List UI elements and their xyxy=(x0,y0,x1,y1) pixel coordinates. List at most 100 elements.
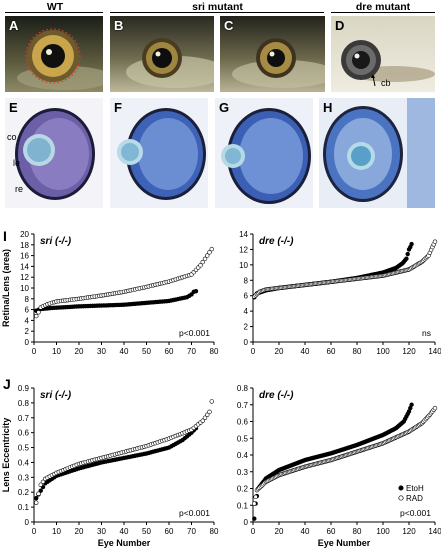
chart1-rad-point xyxy=(198,263,203,268)
chart4-x-tick-label: 20 xyxy=(275,527,284,536)
chart2-x-tick-label: 80 xyxy=(353,347,362,356)
dre-eye-image xyxy=(341,40,435,87)
header-wt: WT xyxy=(46,1,64,13)
chart2-y-tick-label: 0 xyxy=(244,338,249,347)
chart4-y-tick-label: 0.2 xyxy=(237,485,249,494)
chart4-y-tick-label: 0.7 xyxy=(237,401,249,410)
chart1-y-tick-label: 4 xyxy=(25,316,30,325)
chart2-x-tick-label: 100 xyxy=(376,347,390,356)
panel-label-a: A xyxy=(9,18,19,33)
chart3-y-tick-label: 0.5 xyxy=(18,444,30,453)
dre-section-image xyxy=(323,98,435,208)
chart3-y-tick-label: 0.6 xyxy=(18,429,30,438)
photo-dre: D cb xyxy=(331,16,435,92)
chart1-x-tick-label: 0 xyxy=(32,347,37,356)
chart4-y-tick-label: 0.6 xyxy=(237,418,249,427)
chart1-y-tick-label: 12 xyxy=(20,273,29,282)
chart3-y-tick-label: 0.1 xyxy=(18,503,30,512)
chart2-x-tick-label: 20 xyxy=(275,347,284,356)
chart3-rad-point xyxy=(205,412,210,418)
sri-section-image-1 xyxy=(117,108,206,200)
chart3-rad-point xyxy=(34,500,39,505)
chart4-y-tick-label: 0.5 xyxy=(237,434,249,443)
panel-label-f: F xyxy=(114,100,122,115)
legend-marker-rad xyxy=(398,495,404,501)
chart4-y-tick-label: 0 xyxy=(244,518,249,527)
chart1-x-tick-label: 60 xyxy=(165,347,174,356)
chart1-y-tick-label: 20 xyxy=(20,230,29,239)
chart1-rad-point xyxy=(202,256,208,262)
chart4-rad-point xyxy=(432,405,438,411)
histology-dre: H xyxy=(319,98,435,208)
chart1-y-tick-label: 14 xyxy=(20,262,29,271)
panel-label-c: C xyxy=(224,18,234,33)
chart4-annotation: p<0.001 xyxy=(400,508,431,518)
legend-marker-etoh xyxy=(398,485,404,491)
legend-label-rad: RAD xyxy=(406,494,423,503)
chart3-y-label: Lens Eccentricity xyxy=(1,418,11,493)
chart4-etoh-point xyxy=(409,402,414,407)
annotation-le: le xyxy=(13,158,21,168)
header-wt-line xyxy=(5,12,103,13)
chart1-y-tick-label: 2 xyxy=(25,327,30,336)
header-dre-line xyxy=(331,12,435,13)
header-sri: sri mutant xyxy=(192,1,243,13)
chart1-y-tick-label: 8 xyxy=(25,295,30,304)
chart2-rad-point xyxy=(432,239,438,244)
chart3-rad-point xyxy=(38,482,43,487)
chart2-etoh-point xyxy=(405,251,410,257)
chart2-annotation: ns xyxy=(422,328,431,338)
histology-wt: E co le re xyxy=(5,98,103,208)
chart3-rad-point xyxy=(207,409,212,415)
panel-label-i: I xyxy=(3,228,7,244)
chart3-x-tick-label: 0 xyxy=(32,527,37,536)
legend-label-etoh: EtoH xyxy=(406,484,424,493)
chart3-x-tick-label: 70 xyxy=(187,527,196,536)
chart3-x-label: Eye Number xyxy=(98,538,151,548)
photo-wt: A xyxy=(5,16,103,92)
chart2-y-tick-label: 10 xyxy=(239,261,248,270)
chart3-etoh-point xyxy=(34,495,39,501)
annotation-re: re xyxy=(15,184,24,194)
chart3-rad-point xyxy=(202,415,208,420)
annotation-cb: cb xyxy=(381,78,391,88)
chart3-x-tick-label: 50 xyxy=(142,527,151,536)
chart1-y-tick-label: 10 xyxy=(20,284,29,293)
chart4-etoh-point xyxy=(252,516,257,521)
chart3-etoh-point xyxy=(38,488,43,493)
chart4-x-label: Eye Number xyxy=(318,538,371,548)
chart1-etoh-point xyxy=(193,289,199,294)
chart1-y-tick-label: 18 xyxy=(20,241,29,250)
chart2-y-tick-label: 4 xyxy=(244,307,249,316)
chart1-rad-point xyxy=(200,259,205,265)
chart1-x-tick-label: 70 xyxy=(187,347,196,356)
chart1-rad-point xyxy=(209,246,214,252)
chart1-x-tick-label: 30 xyxy=(97,347,106,356)
chart1-rad-point xyxy=(207,250,212,255)
photo-sri-1: B xyxy=(110,16,214,92)
chart3-rad-point xyxy=(200,418,205,423)
panel-label-e: E xyxy=(9,100,18,115)
histology-sri-1: F xyxy=(110,98,208,208)
chart1-x-tick-label: 40 xyxy=(120,347,129,356)
chart3-x-tick-label: 40 xyxy=(120,527,129,536)
chart3-x-tick-label: 20 xyxy=(75,527,84,536)
chart2-y-tick-label: 2 xyxy=(244,323,249,332)
chart1-x-tick-label: 10 xyxy=(52,347,61,356)
chart2-y-tick-label: 14 xyxy=(239,230,248,239)
chart1-title: sri (-/-) xyxy=(40,236,72,247)
chart2-y-tick-label: 12 xyxy=(239,245,248,254)
photo-sri-2: C xyxy=(220,16,325,92)
chart4-rad-point xyxy=(252,501,257,506)
chart3-annotation: p<0.001 xyxy=(179,508,210,518)
chart3-x-tick-label: 30 xyxy=(97,527,106,536)
wt-section-image xyxy=(15,108,95,200)
chart4-y-tick-label: 0.4 xyxy=(237,451,249,460)
chart1-rad-point xyxy=(36,310,41,315)
chart1-rad-point xyxy=(34,313,39,319)
chart3-y-tick-label: 0.3 xyxy=(18,473,30,482)
chart3-y-tick-label: 0 xyxy=(25,518,30,527)
chart3-x-tick-label: 80 xyxy=(210,527,219,536)
chart4-y-tick-label: 0.8 xyxy=(237,384,249,393)
